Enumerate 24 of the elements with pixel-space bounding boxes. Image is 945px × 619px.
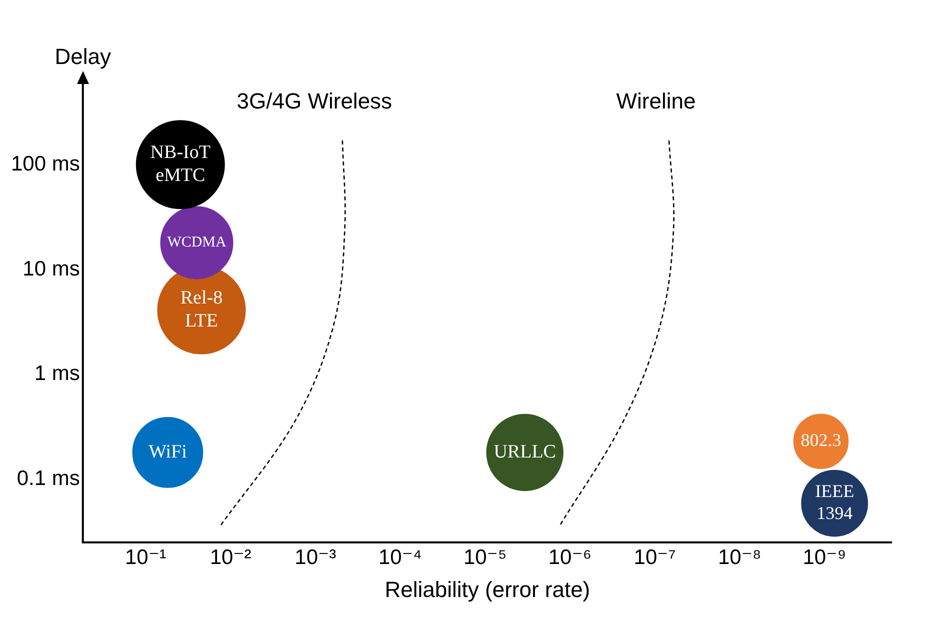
x-tick-label: 10⁻² [210,546,252,569]
x-tick-label: 10⁻¹ [124,546,166,569]
annotation: 3G/4G Wireless [236,88,392,114]
y-tick-label: 0.1 ms [16,467,80,490]
x-tick-label: 10⁻⁹ [802,546,846,569]
x-tick-label: 10⁻⁸ [718,546,762,569]
annotation: Wireline [616,88,696,114]
y-axis-title: Delay [54,44,111,70]
y-tick-label: 1 ms [34,362,80,386]
series-label: WCDMA [167,234,227,251]
x-tick-label: 10⁻⁵ [464,546,507,569]
x-tick-label: 10⁻⁷ [634,546,676,569]
series-label: WiFi [148,441,187,462]
x-tick-label: 10⁻⁶ [548,546,592,569]
x-tick-label: 10⁻⁴ [378,546,422,569]
series-label: IEEE 1394 [815,481,854,524]
x-tick-label: 10⁻³ [294,546,336,569]
series-label: URLLC [494,441,556,462]
x-axis-title: Reliability (error rate) [384,576,590,602]
y-tick-label: 10 ms [22,257,80,280]
y-tick-label: 100 ms [10,152,80,176]
series-label: Rel-8 LTE [180,288,223,332]
series-label: NB-IoT eMTC [150,142,211,186]
series-label: 802.3 [800,430,842,450]
